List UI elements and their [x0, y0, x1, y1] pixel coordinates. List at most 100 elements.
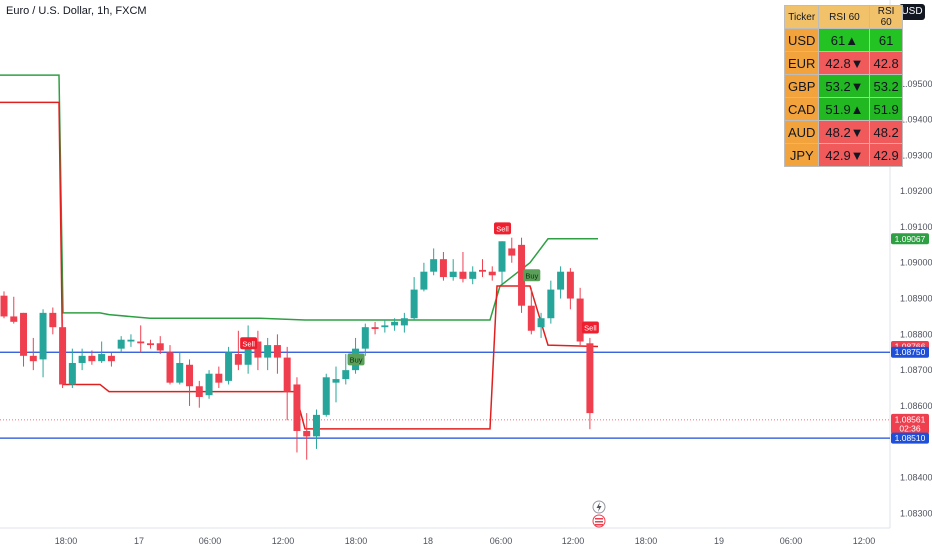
- candle-body: [410, 289, 418, 319]
- candle-body: [10, 316, 18, 322]
- candle-body: [273, 345, 281, 358]
- rsi-value-with-arrow: 48.2▼: [818, 120, 871, 144]
- rsi-row-aud: AUD 48.2▼ 48.2: [783, 120, 903, 144]
- candle-body: [537, 318, 545, 328]
- signal-text: Buy: [525, 271, 538, 280]
- signal-badge: [581, 321, 599, 334]
- y-tick-label: 1.09300: [900, 150, 932, 160]
- candle-body: [98, 354, 106, 362]
- x-tick-label: 06:00: [199, 536, 222, 546]
- candle-body: [527, 305, 535, 331]
- rsi-row-eur: EUR 42.8▼ 42.8: [783, 51, 903, 75]
- candle-body: [576, 298, 584, 342]
- price-axis-badge-text: 1.08510: [895, 433, 926, 443]
- signal-text: Buy: [350, 355, 363, 364]
- candle-body: [498, 241, 506, 272]
- candle-body: [312, 414, 320, 437]
- signal-text: Sell: [242, 339, 255, 348]
- candle-body: [166, 352, 174, 383]
- x-tick-label: 17: [134, 536, 144, 546]
- rsi-value: 42.9: [869, 143, 903, 167]
- candle-body: [195, 386, 203, 397]
- candle-body: [459, 271, 467, 279]
- sell-signal-label: Sell: [581, 321, 599, 334]
- candle-body: [156, 343, 164, 351]
- sell-signal-label: Sell: [240, 337, 258, 350]
- candle-body: [225, 352, 233, 381]
- x-tick-label: 19: [714, 536, 724, 546]
- candle-body: [518, 244, 526, 306]
- candle-body: [488, 271, 496, 276]
- currency-button[interactable]: USD: [899, 4, 925, 20]
- rsi-header-value: RSI 60: [818, 5, 871, 29]
- y-tick-label: 1.09500: [900, 79, 932, 89]
- candle-body: [381, 325, 389, 328]
- candle-body: [420, 271, 428, 290]
- rsi-ticker: EUR: [783, 51, 820, 75]
- candle-body: [117, 339, 125, 349]
- x-tick-label: 18: [423, 536, 433, 546]
- candle-body: [215, 373, 223, 383]
- countdown-text: 02:36: [899, 423, 921, 433]
- rsi-value: 48.2: [869, 120, 903, 144]
- rsi-value-with-arrow: 42.9▼: [818, 143, 871, 167]
- rsi-value: 53.2: [869, 74, 903, 98]
- signal-badge: [523, 269, 541, 282]
- rsi-value-with-arrow: 61▲: [818, 28, 871, 52]
- rsi-ticker: CAD: [783, 97, 820, 121]
- rsi-row-gbp: GBP 53.2▼ 53.2: [783, 74, 903, 98]
- x-tick-label: 18:00: [345, 536, 368, 546]
- y-tick-label: 1.08600: [900, 401, 932, 411]
- candle-body: [20, 312, 28, 356]
- flag-stripe: [595, 521, 603, 523]
- candle-body: [430, 259, 438, 272]
- symbol-title: Euro / U.S. Dollar, 1h, FXCM: [6, 5, 147, 17]
- price-axis-badge: [891, 413, 929, 434]
- price-axis-badge-text: 1.08561: [895, 414, 926, 424]
- candle-body: [29, 355, 37, 362]
- candle-body: [566, 271, 574, 299]
- signal-text: Sell: [584, 324, 597, 333]
- rsi-value-with-arrow: 53.2▼: [818, 74, 871, 98]
- candle-body: [586, 343, 594, 414]
- rsi-header-value-plain: RSI 60: [869, 5, 903, 29]
- rsi-value: 42.8: [869, 51, 903, 75]
- candle-body: [39, 312, 47, 360]
- y-tick-label: 1.08900: [900, 294, 932, 304]
- candle-body: [0, 295, 8, 317]
- candle-body: [478, 269, 486, 272]
- upper-band-line: [0, 74, 598, 321]
- candle-body: [547, 289, 555, 319]
- candle-body: [439, 259, 447, 278]
- buy-signal-label: Buy: [523, 269, 541, 282]
- price-axis-badge-text: 1.08766: [895, 342, 926, 352]
- candle-body: [293, 384, 301, 431]
- rsi-ticker: USD: [783, 28, 820, 52]
- y-tick-label: 1.08800: [900, 329, 932, 339]
- candle-body: [186, 364, 194, 387]
- candle-body: [146, 343, 154, 346]
- x-tick-label: 18:00: [635, 536, 658, 546]
- candle-body: [59, 327, 67, 385]
- rsi-ticker: AUD: [783, 120, 820, 144]
- y-tick-label: 1.09100: [900, 222, 932, 232]
- candle-body: [557, 271, 565, 290]
- candle-body: [205, 373, 213, 396]
- y-tick-label: 1.09400: [900, 115, 932, 125]
- y-tick-label: 1.09200: [900, 186, 932, 196]
- rsi-value: 51.9: [869, 97, 903, 121]
- candle-body: [254, 341, 262, 358]
- price-axis-badge: [891, 432, 929, 444]
- x-tick-label: 18:00: [55, 536, 78, 546]
- candle-body: [127, 339, 135, 342]
- candle-body: [244, 341, 252, 365]
- buy-signal-label: Buy: [347, 353, 365, 366]
- candle-body: [107, 355, 115, 362]
- rsi-table-header: Ticker RSI 60 RSI 60: [783, 5, 903, 29]
- price-axis-badge: [891, 233, 929, 245]
- candle-body: [303, 430, 311, 437]
- y-tick-label: 1.08300: [900, 508, 932, 518]
- signal-text: Sell: [496, 224, 509, 233]
